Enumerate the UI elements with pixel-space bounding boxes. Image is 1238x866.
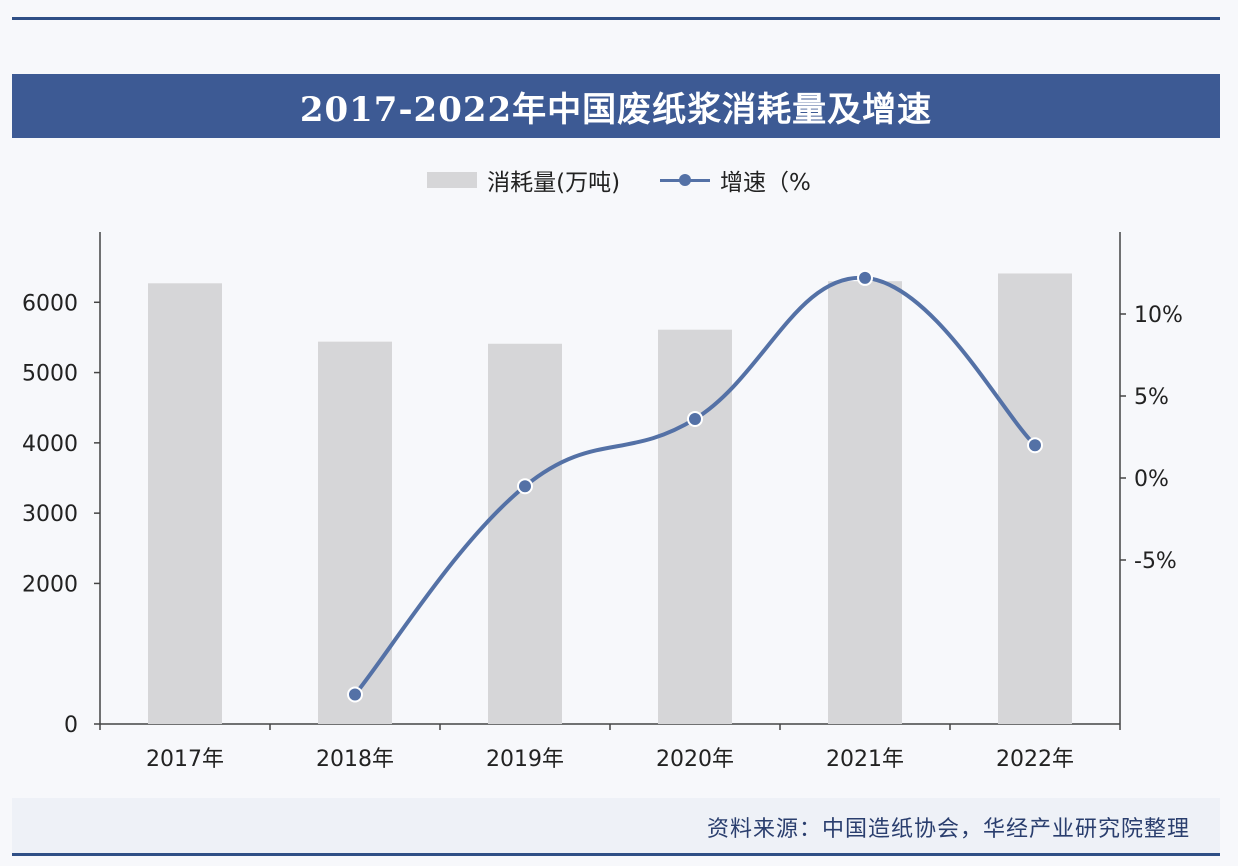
x-tick-label: 2021年 [826,747,904,772]
y-left-tick-label: 5000 [22,362,78,387]
growth-point [517,478,533,495]
legend-bar-label: 消耗量(万吨) [487,170,621,196]
y-left-tick-label: 3000 [22,502,78,527]
bar [998,273,1072,724]
source-note: 资料来源：中国造纸协会，华经产业研究院整理 [706,817,1190,842]
growth-line [347,269,1043,703]
y-left-tick-label: 0 [64,713,78,738]
x-tick-label: 2019年 [486,747,564,772]
y-right-tick-label: 0% [1134,467,1169,492]
bar [488,343,562,724]
bar [318,341,392,724]
legend-line-label: 增速（% [720,170,811,196]
title-bar: 2017-2022年中国废纸浆消耗量及增速 [12,74,1220,138]
y-right-tick-label: 10% [1134,303,1183,328]
growth-point [687,410,703,427]
y-left-tick-label: 2000 [22,572,78,597]
chart-title: 2017-2022年中国废纸浆消耗量及增速 [299,89,933,130]
x-tick-label: 2018年 [316,747,394,772]
x-tick-label: 2022年 [996,747,1074,772]
legend-item-bar: 消耗量(万吨) [427,163,620,197]
growth-point [347,686,363,703]
y-right-tick-label: 5% [1134,385,1169,410]
y-left-tick-label: 6000 [22,291,78,316]
bar [658,329,732,724]
top-rule [12,17,1220,20]
x-tick-label: 2017年 [146,747,224,772]
legend: 消耗量(万吨) 增速（% [0,160,1238,200]
legend-bar-swatch [427,172,478,188]
bar [828,281,902,724]
x-tick-label: 2020年 [656,747,734,772]
growth-point [857,269,873,286]
legend-line-swatch [660,172,711,188]
bar [148,283,222,724]
tick-labels: 0 2000 3000 4000 5000 6000 -5% 0% 5% 10% 2017年 2018… [22,291,1183,772]
y-right-tick-label: -5% [1134,549,1177,574]
growth-point [1027,437,1043,454]
y-left-tick-label: 4000 [22,432,78,457]
axes [94,232,1126,730]
bars [148,273,1072,724]
source-bar: 资料来源：中国造纸协会，华经产业研究院整理 [12,798,1220,856]
legend-item-line: 增速（% [660,163,811,197]
